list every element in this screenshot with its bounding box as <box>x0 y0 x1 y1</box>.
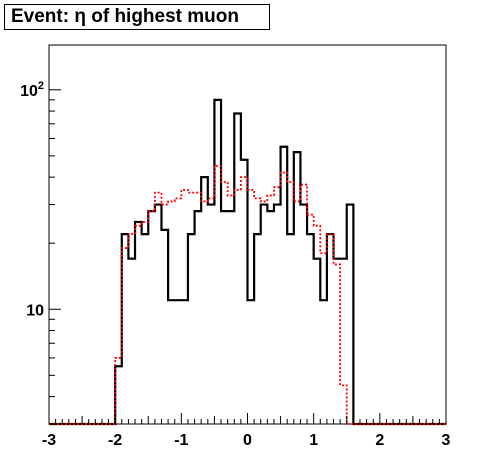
y-tick-label: 10 <box>26 302 44 319</box>
x-tick-label: 1 <box>309 432 318 449</box>
y-tick-exponent: 2 <box>38 80 44 92</box>
x-tick-label: 0 <box>243 432 252 449</box>
series-black-solid <box>49 98 446 426</box>
y-tick-base: 10 <box>20 83 38 100</box>
x-tick-label: -2 <box>108 432 122 449</box>
y-tick-base: 10 <box>26 302 44 319</box>
series-layer <box>49 98 446 426</box>
x-tick-label: 3 <box>442 432 451 449</box>
x-tick-label: -1 <box>174 432 188 449</box>
x-tick-label: -3 <box>42 432 56 449</box>
y-tick-label: 102 <box>20 80 44 100</box>
chart-title: Event: η of highest muon <box>4 4 270 30</box>
x-tick-label: 2 <box>375 432 384 449</box>
